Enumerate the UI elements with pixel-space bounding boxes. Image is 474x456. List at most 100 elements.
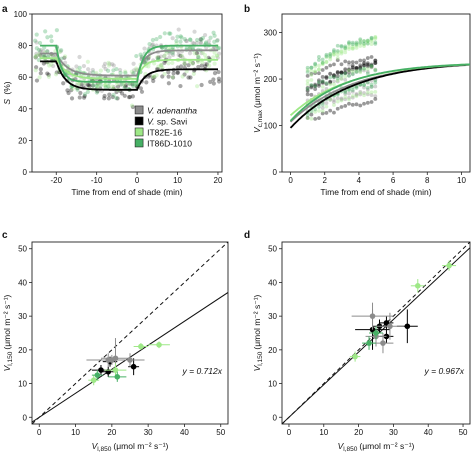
panel-b-xtick-label: 10 <box>457 176 466 185</box>
panel-a-point <box>59 48 64 53</box>
panel-a-point <box>126 95 132 100</box>
panel-a-point <box>74 64 79 69</box>
panel-b-point <box>369 42 374 47</box>
panel-d-ytick-label: 30 <box>268 312 277 321</box>
panel-b-point <box>343 46 348 50</box>
panel-a-point <box>187 37 193 42</box>
panel-b-point <box>362 85 366 90</box>
panel-a-point <box>82 93 87 99</box>
panel-b-point <box>358 70 363 75</box>
panel-a-ytick-label: 20 <box>18 136 27 145</box>
panel-a-point <box>131 84 136 89</box>
panel-a-point <box>54 28 59 33</box>
panel-b-point <box>324 60 329 64</box>
panel-d-ytick-label: 20 <box>268 346 277 355</box>
panel-c-one-to-one-line <box>32 242 228 424</box>
panel-b-point <box>358 66 363 71</box>
panel-a-point <box>159 63 164 68</box>
panel-a-point <box>103 66 108 72</box>
panel-a-series-line-3 <box>40 44 218 83</box>
panel-b-point <box>362 39 366 43</box>
panel-b-point <box>339 43 344 48</box>
panel-a-point <box>184 45 189 51</box>
panel-b-point <box>328 97 333 102</box>
panel-d-xlabel: Vl,850 (μmol m⁻² s⁻¹) <box>338 441 415 453</box>
panel-a-point <box>119 82 124 87</box>
panel-b-point <box>358 64 363 69</box>
panel-b-point <box>313 117 318 121</box>
panel-b-point <box>343 92 348 96</box>
panel-a-point <box>103 85 108 90</box>
panel-a-point <box>162 53 167 58</box>
panel-a-point <box>188 59 193 64</box>
panel-b-point <box>320 62 325 67</box>
panel-b-point <box>343 74 348 79</box>
panel-d-point <box>404 323 411 330</box>
panel-b-point <box>365 38 370 43</box>
panel-c-point <box>112 367 119 373</box>
panel-b-point <box>335 96 340 101</box>
panel-b-point <box>305 86 310 91</box>
panel-c-xtick-label: 30 <box>144 428 153 437</box>
panel-a-point <box>195 59 201 65</box>
panel-b-point <box>339 97 344 102</box>
panel-a-point <box>34 53 39 58</box>
panel-a-point <box>111 84 117 90</box>
panel-c-ylabel-unit: (μmol m⁻² s⁻¹) <box>2 294 12 349</box>
panel-a-point <box>38 71 43 76</box>
panel-c: c 0 10 20 30 40 50 0 10 20 30 40 50 y = 0.712x Vl,8… <box>2 230 229 453</box>
panel-b-point <box>373 58 378 63</box>
panel-a-point <box>79 82 84 87</box>
panel-a-plot: -20 -10 0 10 20 0 20 40 60 80 100 <box>14 10 223 185</box>
panel-b-xtick-label: 2 <box>323 176 328 185</box>
panel-a-point <box>179 35 184 40</box>
panel-b-point <box>328 55 333 60</box>
panel-b-point <box>328 108 333 113</box>
panel-b-point <box>347 73 351 78</box>
panel-b-series-line-3 <box>289 63 470 122</box>
panel-a-point <box>65 88 70 93</box>
panel-b-point <box>347 68 351 72</box>
panel-a-point <box>171 71 176 76</box>
panel-a-point <box>115 96 120 101</box>
panel-b-point <box>328 71 333 76</box>
panel-b-point <box>320 61 325 65</box>
panel-b-point <box>328 75 333 80</box>
panel-a-point <box>62 55 67 60</box>
panel-b-point <box>320 79 325 84</box>
panel-b-point <box>343 67 348 72</box>
panel-b-point <box>335 56 340 61</box>
panel-b-point <box>328 82 333 87</box>
panel-a-point <box>203 32 208 38</box>
panel-a-point <box>33 54 38 60</box>
panel-b-point <box>317 109 321 113</box>
panel-b-point <box>332 62 336 67</box>
panel-a-point <box>216 69 221 75</box>
panel-b-point <box>317 80 321 85</box>
panel-b-point <box>358 69 363 74</box>
panel-b-point <box>339 76 344 81</box>
panel-a-point <box>122 85 127 90</box>
panel-a-point <box>102 61 108 66</box>
panel-a-point <box>46 72 51 77</box>
panel-d-equation: y = 0.967x <box>424 366 465 376</box>
panel-a-point <box>194 51 199 56</box>
panel-a-point <box>166 74 171 79</box>
panel-a-point <box>216 76 222 81</box>
panel-b-point <box>320 102 325 107</box>
panel-c-xlabel-var: V <box>92 441 99 451</box>
panel-a-legend-swatch <box>134 138 144 148</box>
panel-a-ytick-label: 0 <box>23 168 28 177</box>
panel-b-point <box>343 45 348 50</box>
panel-a-point <box>151 74 156 79</box>
panel-b-point <box>365 62 370 67</box>
panel-b-point <box>332 52 336 56</box>
panel-a-point <box>178 39 183 44</box>
panel-a-point <box>151 78 156 84</box>
panel-a-point <box>217 79 222 84</box>
panel-a-point <box>202 53 208 58</box>
panel-b-point <box>328 63 333 68</box>
panel-a-point <box>195 51 200 56</box>
panel-a-point <box>111 68 116 73</box>
panel-a-point <box>110 62 115 67</box>
